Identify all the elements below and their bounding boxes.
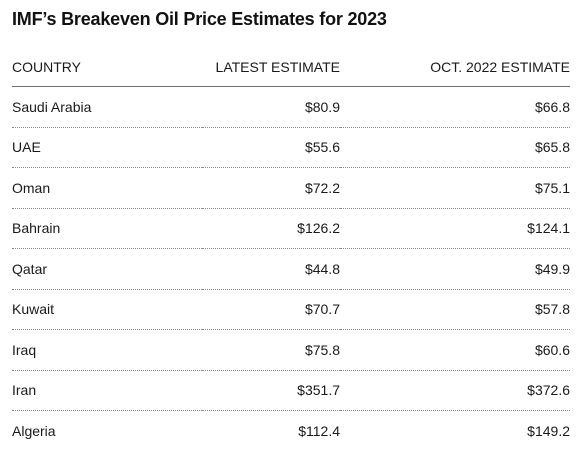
latest-estimate-cell: $55.6 (202, 127, 340, 168)
country-cell: UAE (12, 127, 202, 168)
table-row: Bahrain $126.2 $124.1 (12, 208, 570, 249)
table-row: UAE $55.6 $65.8 (12, 127, 570, 168)
oct-2022-estimate-cell: $49.9 (340, 248, 570, 290)
table-row: Oman $72.2 $75.1 (12, 167, 570, 209)
latest-estimate-cell: $72.2 (202, 167, 340, 209)
table-row: Saudi Arabia $80.9 $66.8 (12, 86, 570, 128)
latest-estimate-cell: $80.9 (202, 86, 340, 128)
table-row: Iraq $75.8 $60.6 (12, 329, 570, 371)
country-cell: Saudi Arabia (12, 86, 202, 128)
table-row: Kuwait $70.7 $57.8 (12, 289, 570, 330)
country-cell: Qatar (12, 248, 202, 290)
table-row: Qatar $44.8 $49.9 (12, 248, 570, 290)
oct-2022-estimate-cell: $149.2 (527, 422, 570, 439)
header-oct-2022-estimate: OCT. 2022 ESTIMATE (340, 48, 570, 87)
latest-estimate-cell: $126.2 (202, 208, 340, 249)
latest-estimate-cell: $70.7 (202, 289, 340, 330)
chart-title: IMF’s Breakeven Oil Price Estimates for … (12, 9, 387, 29)
oct-2022-estimate-cell: $372.6 (340, 370, 570, 411)
oct-2022-estimate-cell: $124.1 (340, 208, 570, 249)
oct-2022-estimate-cell: $75.1 (340, 167, 570, 209)
table-header-row: COUNTRY LATEST ESTIMATE OCT. 2022 ESTIMA… (12, 48, 570, 87)
header-latest-estimate: LATEST ESTIMATE (202, 48, 340, 87)
country-cell: Kuwait (12, 289, 202, 330)
country-cell: Iraq (12, 329, 202, 371)
table-row: Algeria $112.4 $149.2 (12, 411, 570, 451)
oct-2022-estimate-cell: $66.8 (340, 86, 570, 128)
latest-estimate-cell: $44.8 (202, 248, 340, 290)
oct-2022-estimate-cell: $57.8 (340, 289, 570, 330)
table-row: Iran $351.7 $372.6 (12, 370, 570, 411)
latest-estimate-cell: $75.8 (202, 329, 340, 371)
latest-estimate-cell: $112.4 (298, 422, 340, 439)
country-cell: Iran (12, 370, 202, 411)
oct-2022-estimate-cell: $65.8 (340, 127, 570, 168)
country-cell: Algeria (12, 422, 56, 439)
estimates-table: COUNTRY LATEST ESTIMATE OCT. 2022 ESTIMA… (12, 48, 570, 451)
header-country: COUNTRY (12, 48, 202, 87)
table-body: Saudi Arabia $80.9 $66.8 UAE $55.6 $65.8 Oman $… (12, 86, 570, 451)
latest-estimate-cell: $351.7 (202, 370, 340, 411)
oct-2022-estimate-cell: $60.6 (340, 329, 570, 371)
country-cell: Oman (12, 167, 202, 209)
country-cell: Bahrain (12, 208, 202, 249)
